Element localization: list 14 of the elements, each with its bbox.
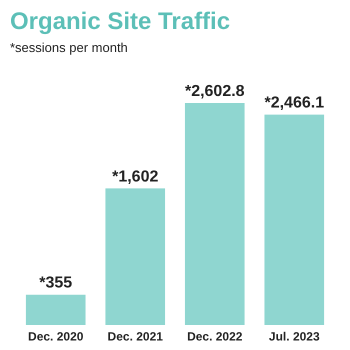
- bar: [26, 294, 86, 325]
- x-tick-label: Dec. 2022: [187, 330, 243, 344]
- chart-title: Organic Site Traffic: [10, 8, 230, 35]
- x-tick-label: Jul. 2023: [268, 330, 320, 344]
- chart-subtitle: *sessions per month: [10, 40, 128, 55]
- data-label: *2,602.8: [184, 83, 245, 100]
- bar: [105, 188, 166, 325]
- data-label: *355: [39, 274, 72, 292]
- x-tick-label: Dec. 2020: [28, 330, 84, 344]
- data-label: *2,466.1: [264, 94, 324, 112]
- data-label: *1,602: [112, 168, 158, 186]
- bar: [184, 103, 245, 325]
- x-tick-label: Dec. 2021: [108, 330, 164, 344]
- bar: [264, 114, 324, 325]
